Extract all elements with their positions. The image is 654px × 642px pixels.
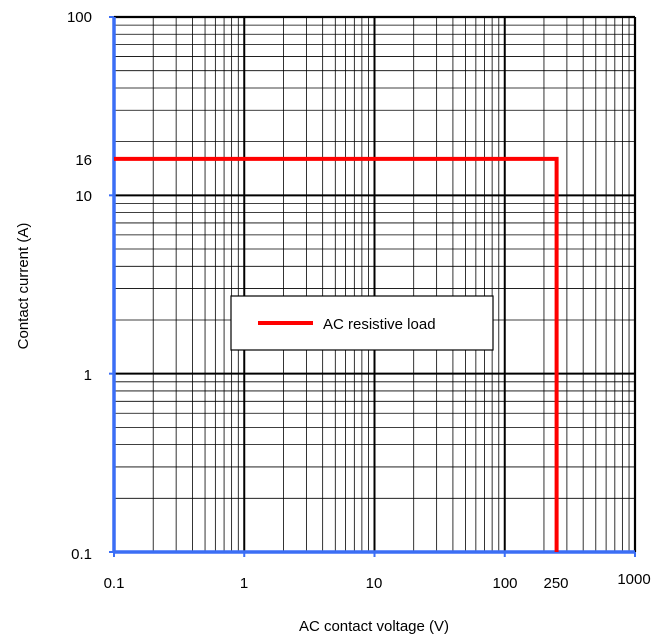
x-tick-label-100: 100 <box>492 575 517 592</box>
y-tick-label-16: 16 <box>75 152 92 169</box>
legend: AC resistive load <box>230 295 494 351</box>
x-tick-label-250: 250 <box>543 575 568 592</box>
x-axis-title: AC contact voltage (V) <box>299 618 449 635</box>
y-axis-title: Contact current (A) <box>15 223 32 350</box>
y-tick-label-0.1: 0.1 <box>71 546 92 563</box>
x-tick-label-10: 10 <box>366 575 383 592</box>
x-tick-label-1: 1 <box>240 575 248 592</box>
series-line-0 <box>114 156 559 552</box>
x-tick-label-1000: 1000 <box>617 571 650 588</box>
legend-label: AC resistive load <box>323 316 436 333</box>
y-tick-label-1: 1 <box>84 367 92 384</box>
series-layer <box>114 156 559 552</box>
y-tick-label-100: 100 <box>67 9 92 26</box>
tick-labels: 100 16 10 1 0.1 0.1 1 10 100 250 1000 <box>67 9 651 592</box>
x-tick-label-0.1: 0.1 <box>104 575 125 592</box>
axes <box>109 16 636 557</box>
grid <box>114 15 637 552</box>
y-tick-label-10: 10 <box>75 188 92 205</box>
